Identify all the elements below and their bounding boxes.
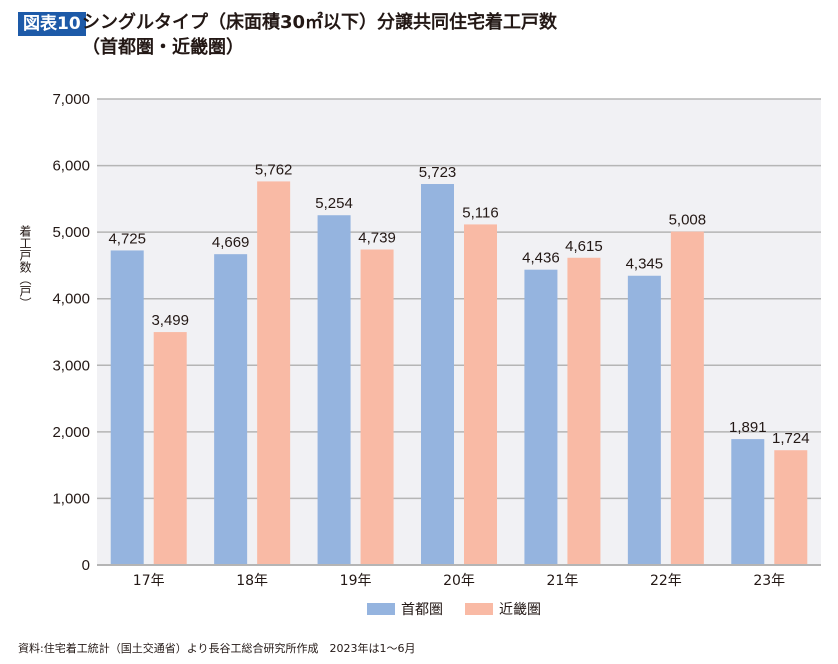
data-label: 1,891	[729, 419, 767, 436]
y-tick-label: 0	[82, 557, 90, 574]
bar-kinki	[153, 332, 187, 565]
x-tick-label: 23年	[753, 573, 785, 589]
bar-shutoken	[627, 275, 661, 565]
bar-chart: 0 1,000 2,000 3,000 4,000 5,000 6,000 7,000 4,72…	[52, 91, 821, 589]
y-tick-label: 2,000	[52, 424, 90, 441]
chart-title-line2: （首都圏・近畿圏）	[82, 37, 244, 58]
source-note: 資料:住宅着工統計（国土交通省）より長谷工総合研究所作成 2023年は1～6月	[18, 642, 416, 655]
data-label: 1,724	[772, 430, 810, 447]
bar-kinki	[360, 249, 394, 565]
bar-shutoken	[317, 215, 351, 566]
legend-item-kinki: 近畿圏	[465, 599, 541, 619]
y-tick-label: 3,000	[52, 357, 90, 374]
legend-label-kinki: 近畿圏	[499, 602, 541, 618]
data-label: 4,725	[108, 230, 146, 247]
x-tick-label: 20年	[443, 573, 475, 589]
data-label: 5,254	[315, 195, 353, 212]
bar-shutoken	[214, 254, 248, 566]
data-label: 4,669	[212, 234, 250, 251]
y-tick-label: 5,000	[52, 224, 90, 241]
legend-swatch-shutoken	[367, 603, 395, 615]
bar-shutoken	[524, 269, 558, 565]
data-label: 4,739	[358, 230, 396, 247]
bar-shutoken	[421, 184, 454, 565]
legend: 首都圏 近畿圏	[0, 599, 838, 619]
x-tick-label: 17年	[133, 573, 165, 589]
legend-swatch-kinki	[465, 603, 493, 615]
bar-kinki	[464, 224, 497, 565]
y-tick-label: 7,000	[52, 91, 90, 108]
data-label: 5,723	[419, 164, 457, 181]
data-label: 4,436	[522, 250, 560, 267]
data-label: 5,116	[462, 204, 498, 221]
x-tick-label: 22年	[650, 573, 682, 589]
figure-number-badge: 図表10	[18, 12, 86, 36]
y-axis-label: 着工戸数（戸）	[18, 225, 32, 309]
y-tick-label: 1,000	[52, 490, 90, 507]
bar-kinki	[257, 181, 291, 565]
data-label: 4,615	[565, 238, 603, 255]
bar-kinki	[774, 450, 808, 565]
bar-kinki	[567, 257, 601, 565]
plot-area	[97, 99, 821, 565]
x-tick-label: 19年	[340, 573, 372, 589]
y-tick-label: 6,000	[52, 158, 90, 175]
x-tick-label: 18年	[236, 573, 268, 589]
chart-title-line1: シングルタイプ（床面積30㎡以下）分譲共同住宅着工戸数	[82, 12, 558, 33]
y-tick-label: 4,000	[52, 291, 90, 308]
data-label: 3,499	[151, 312, 189, 329]
data-label: 4,345	[626, 256, 664, 273]
legend-item-shutoken: 首都圏	[367, 599, 443, 619]
bar-shutoken	[110, 250, 144, 565]
legend-label-shutoken: 首都圏	[401, 602, 443, 618]
bar-kinki	[670, 231, 704, 565]
bar-shutoken	[731, 439, 765, 565]
x-tick-label: 21年	[547, 573, 579, 589]
chart-title: シングルタイプ（床面積30㎡以下）分譲共同住宅着工戸数 （首都圏・近畿圏）	[82, 10, 557, 60]
data-label: 5,762	[255, 161, 293, 178]
data-label: 5,008	[669, 212, 707, 229]
